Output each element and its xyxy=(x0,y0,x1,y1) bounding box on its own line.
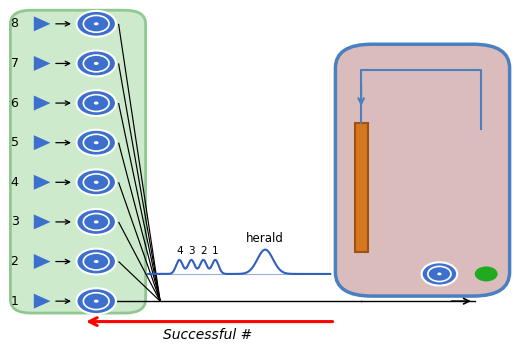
Circle shape xyxy=(76,169,116,195)
Circle shape xyxy=(76,11,116,37)
Polygon shape xyxy=(34,215,50,229)
Text: 1: 1 xyxy=(212,246,218,256)
Circle shape xyxy=(94,22,99,26)
Circle shape xyxy=(94,299,99,303)
Text: 7: 7 xyxy=(10,57,19,70)
Circle shape xyxy=(94,62,99,65)
Text: 6: 6 xyxy=(10,97,19,110)
Circle shape xyxy=(94,220,99,224)
Text: 4: 4 xyxy=(10,176,19,189)
Circle shape xyxy=(76,130,116,156)
Text: 8: 8 xyxy=(10,17,19,30)
Text: 2: 2 xyxy=(10,255,19,268)
Text: herald: herald xyxy=(246,232,284,245)
Polygon shape xyxy=(34,254,50,269)
Text: 3: 3 xyxy=(188,246,194,256)
Polygon shape xyxy=(34,294,50,309)
Polygon shape xyxy=(34,96,50,110)
FancyBboxPatch shape xyxy=(10,10,146,313)
Circle shape xyxy=(94,101,99,105)
Polygon shape xyxy=(34,175,50,190)
Circle shape xyxy=(94,260,99,263)
Polygon shape xyxy=(34,56,50,71)
Circle shape xyxy=(437,273,441,275)
Text: 1: 1 xyxy=(10,295,19,308)
FancyBboxPatch shape xyxy=(335,44,510,296)
Circle shape xyxy=(76,209,116,235)
Circle shape xyxy=(475,266,498,282)
Text: 3: 3 xyxy=(10,215,19,228)
Circle shape xyxy=(76,288,116,314)
Circle shape xyxy=(422,262,457,286)
Circle shape xyxy=(76,90,116,116)
Text: 5: 5 xyxy=(10,136,19,149)
Text: 4: 4 xyxy=(176,246,183,256)
Bar xyxy=(355,122,368,252)
Circle shape xyxy=(76,50,116,76)
Polygon shape xyxy=(34,135,50,150)
Circle shape xyxy=(94,181,99,184)
Circle shape xyxy=(94,141,99,144)
Polygon shape xyxy=(34,16,50,31)
Circle shape xyxy=(76,249,116,275)
Text: 2: 2 xyxy=(200,246,206,256)
Text: Successful #: Successful # xyxy=(163,328,253,342)
